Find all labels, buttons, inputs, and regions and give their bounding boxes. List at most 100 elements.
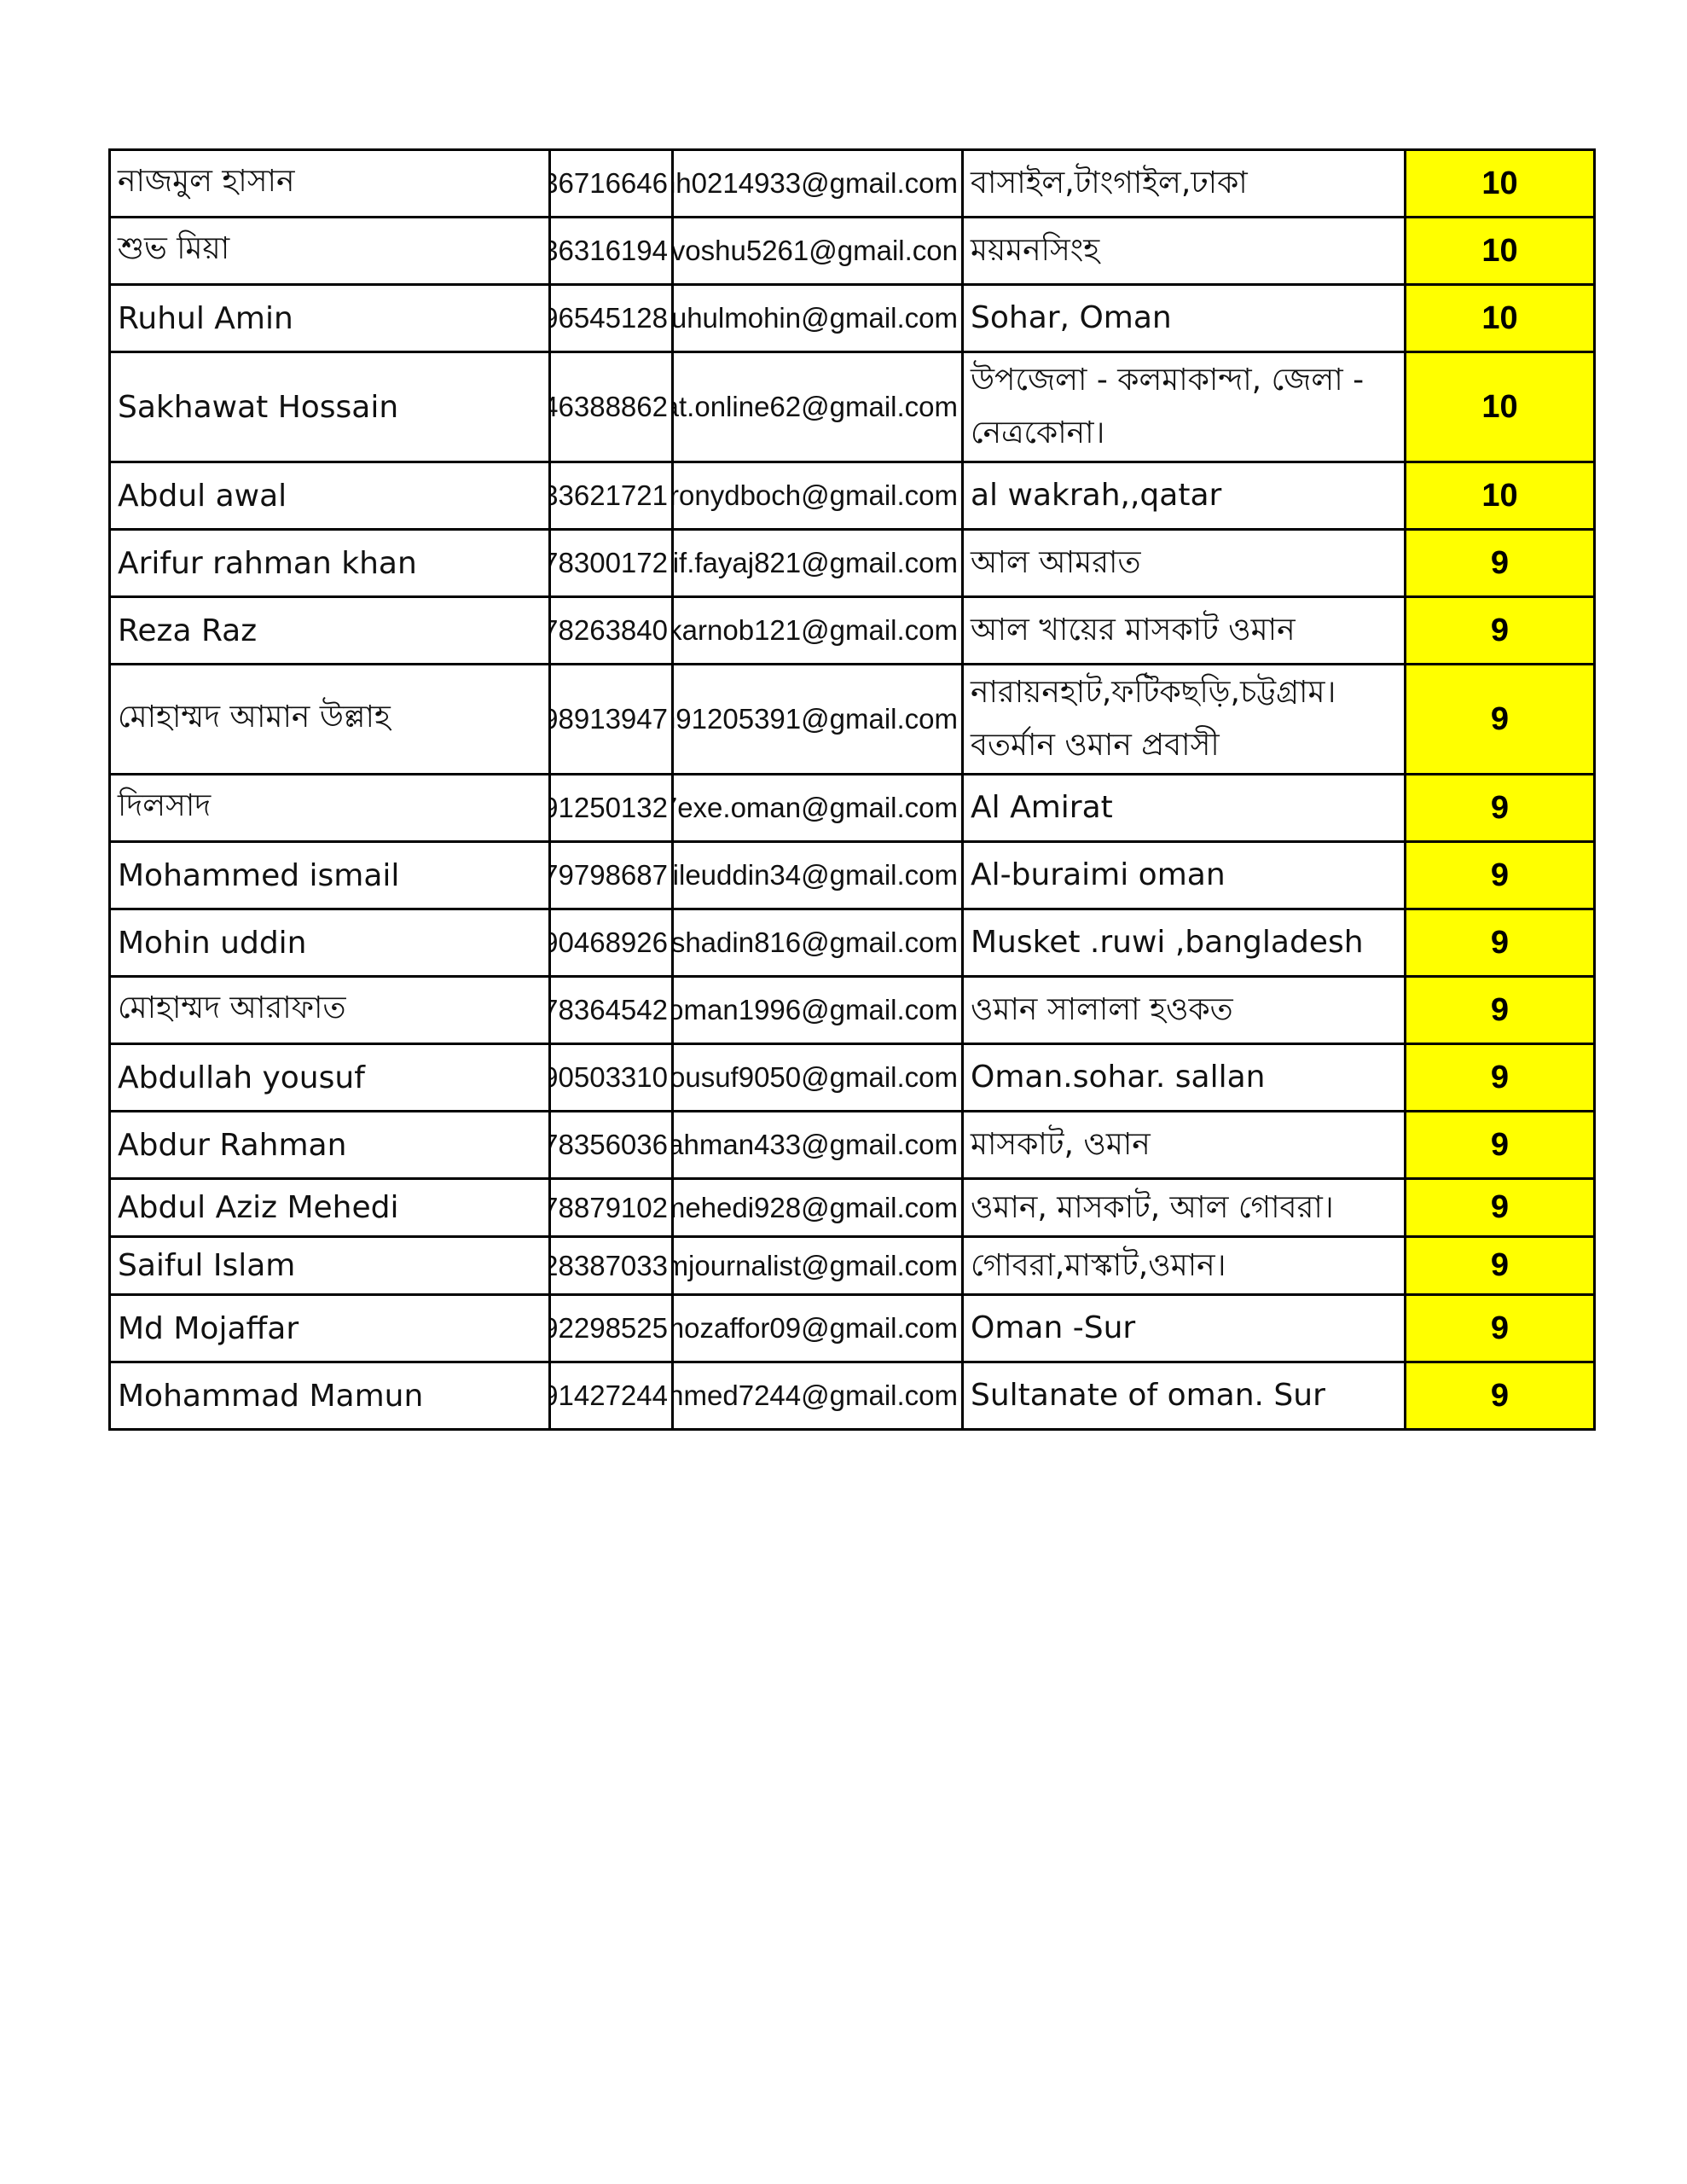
email-address: nh0214933@gmail.com [674, 167, 959, 199]
phone-number: 79798687 [551, 859, 669, 891]
participant-name: মোহাম্মদ আরাফাত [118, 990, 346, 1025]
phone-number: 46388862 [551, 391, 669, 422]
participant-name: নাজমুল হাসান [118, 164, 295, 199]
participant-name-cell: শুভ মিয়া [108, 216, 551, 286]
email-address-cell: ronydboch@gmail.com [671, 461, 964, 531]
phone-number-cell: 91250132 [548, 773, 674, 843]
score: 9 [1490, 700, 1510, 737]
address-cell: Al-buraimi oman [961, 840, 1406, 910]
email-address-cell: mozaffor09@gmail.com [671, 1293, 964, 1363]
table-row: Abdur Rahman 78356036 rahman433@gmail.com ম… [108, 1110, 1596, 1180]
score-cell: 9 [1404, 1293, 1596, 1363]
phone-number: 78263840 [551, 614, 669, 646]
participant-name-cell: Reza Raz [108, 595, 551, 665]
participant-name: Mohammad Mamun [118, 1378, 424, 1414]
participant-name: Abdul Aziz Mehedi [118, 1190, 399, 1225]
phone-number: 90468926 [551, 926, 669, 958]
email-address-cell: mehedi928@gmail.com [671, 1177, 964, 1238]
participant-name: Mohammed ismail [118, 857, 400, 893]
address: ওমান সালালা হওকত [971, 992, 1233, 1027]
participant-name: Abdullah yousuf [118, 1060, 365, 1095]
table-row: Abdullah yousuf 90503310 yousuf9050@gmail.… [108, 1043, 1596, 1112]
participant-name-cell: Abdul Aziz Mehedi [108, 1177, 551, 1238]
score: 9 [1490, 1377, 1510, 1414]
phone-number: 33621721 [551, 479, 669, 511]
score-cell: 10 [1404, 461, 1596, 531]
table-row: Mohammad Mamun 91427244 ahmed7244@gmail.co… [108, 1361, 1596, 1431]
phone-number-cell: 91427244 [548, 1361, 674, 1431]
address-cell: উপজেলা - কলমাকান্দা, জেলা - নেত্রকোনা। [961, 351, 1406, 463]
table-row: Md Mojaffar 92298525 mozaffor09@gmail.com O… [108, 1293, 1596, 1363]
score-cell: 9 [1404, 1235, 1596, 1296]
address-cell: ময়মনসিংহ [961, 216, 1406, 286]
phone-number: 92298525 [551, 1312, 669, 1344]
phone-number-cell: 98913947 [548, 663, 674, 775]
participant-name-cell: Mohin uddin [108, 908, 551, 978]
email-address-cell: 7exe.oman@gmail.com [671, 773, 964, 843]
score: 9 [1490, 544, 1510, 581]
score: 9 [1490, 1310, 1510, 1346]
score: 9 [1490, 1247, 1510, 1283]
score-cell: 9 [1404, 975, 1596, 1045]
email-address-cell: yousuf9050@gmail.com [671, 1043, 964, 1112]
address-cell: Oman -Sur [961, 1293, 1406, 1363]
address: আল খায়ের মাসকাট ওমান [971, 613, 1296, 648]
phone-number-cell: 46388862 [548, 351, 674, 463]
participant-name: Saiful Islam [118, 1248, 296, 1283]
email-address-cell: lishadin816@gmail.com [671, 908, 964, 978]
email-address: nileuddin34@gmail.com [674, 859, 959, 891]
address-cell: Sohar, Oman [961, 283, 1406, 353]
score: 9 [1490, 1126, 1510, 1163]
score: 10 [1481, 477, 1518, 514]
score: 10 [1481, 232, 1518, 269]
email-address: mehedi928@gmail.com [674, 1191, 959, 1223]
table-row: শুভ মিয়া 36316194 voshu5261@gmail.con ময়… [108, 216, 1596, 286]
address-cell: ওমান, মাসকাট, আল গোবরা। [961, 1177, 1406, 1238]
phone-number: 78879102 [551, 1191, 669, 1223]
address-cell: ওমান সালালা হওকত [961, 975, 1406, 1045]
phone-number: 78356036 [551, 1129, 669, 1160]
participant-name: Abdul awal [118, 478, 287, 514]
score: 9 [1490, 612, 1510, 648]
table-row: Mohammed ismail 79798687 nileuddin34@gmail… [108, 840, 1596, 910]
address-cell: Sultanate of oman. Sur [961, 1361, 1406, 1431]
address: Oman.sohar. sallan [971, 1060, 1266, 1095]
phone-number-cell: 33621721 [548, 461, 674, 531]
participant-name-cell: Saiful Islam [108, 1235, 551, 1296]
table-row: Sakhawat Hossain 46388862 at.online62@gmai… [108, 351, 1596, 463]
phone-number-cell: 96545128 [548, 283, 674, 353]
participant-name-cell: Abdullah yousuf [108, 1043, 551, 1112]
table-body: নাজমুল হাসান 36716646 nh0214933@gmail.com ব… [108, 148, 1596, 1431]
email-address: mozaffor09@gmail.com [674, 1312, 959, 1344]
score-cell: 9 [1404, 663, 1596, 775]
score: 9 [1490, 789, 1510, 826]
phone-number-cell: 90503310 [548, 1043, 674, 1112]
address: Al-buraimi oman [971, 857, 1226, 892]
participant-name: Arifur rahman khan [118, 545, 417, 581]
address-cell: আল আমরাত [961, 528, 1406, 598]
email-address: rif.fayaj821@gmail.com [674, 547, 959, 578]
table-row: Saiful Islam 28387033 mjournalist@gmail.co… [108, 1235, 1596, 1296]
score-cell: 10 [1404, 148, 1596, 218]
table-row: Abdul awal 33621721 ronydboch@gmail.com al… [108, 461, 1596, 531]
score: 9 [1490, 1189, 1510, 1225]
email-address-cell: rahman433@gmail.com [671, 1110, 964, 1180]
address-cell: Al Amirat [961, 773, 1406, 843]
score: 9 [1490, 857, 1510, 893]
address: উপজেলা - কলমাকান্দা, জেলা - নেত্রকোনা। [971, 363, 1365, 450]
table-row: মোহাম্মদ আরাফাত 78364542 toman1996@gmail.c… [108, 975, 1596, 1045]
address: Sohar, Oman [971, 300, 1172, 335]
table-row: দিলসাদ 91250132 7exe.oman@gmail.com Al Amir… [108, 773, 1596, 843]
phone-number: 78300172 [551, 547, 669, 578]
table-row: মোহাম্মদ আমান উল্লাহ 98913947 n91205391@gm… [108, 663, 1596, 775]
participant-name: শুভ মিয়া [118, 231, 230, 266]
score-cell: 9 [1404, 1043, 1596, 1112]
participant-name-cell: Mohammed ismail [108, 840, 551, 910]
participant-name-cell: মোহাম্মদ আরাফাত [108, 975, 551, 1045]
email-address-cell: at.online62@gmail.com [671, 351, 964, 463]
score: 9 [1490, 1059, 1510, 1095]
participant-name: Reza Raz [118, 613, 258, 648]
phone-number: 98913947 [551, 703, 669, 735]
email-address: yousuf9050@gmail.com [674, 1061, 959, 1093]
score: 9 [1490, 924, 1510, 961]
